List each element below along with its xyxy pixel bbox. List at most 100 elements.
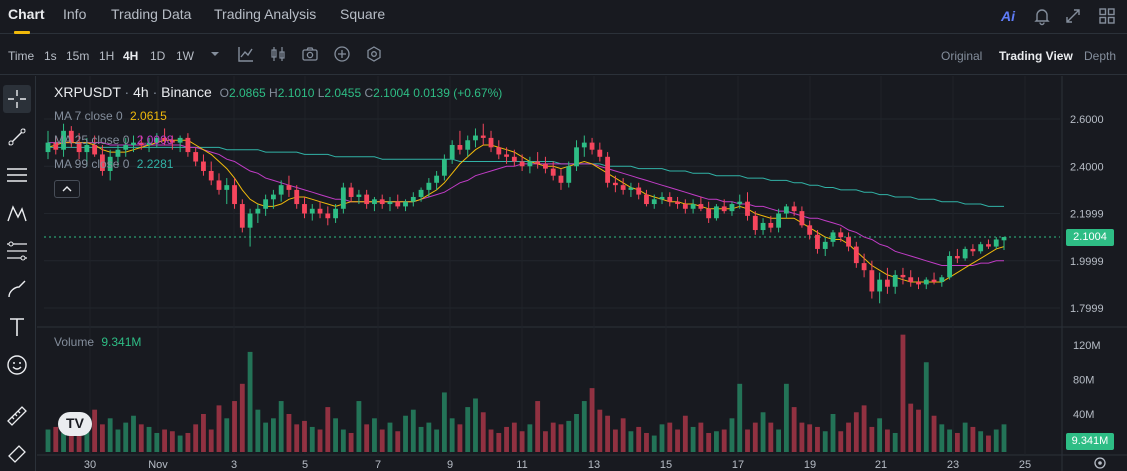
candle-body bbox=[76, 142, 82, 153]
high-label: H bbox=[269, 86, 278, 100]
volume-bar bbox=[263, 422, 269, 452]
collapse-legend-button[interactable] bbox=[54, 180, 80, 198]
brush-icon bbox=[8, 280, 26, 298]
candle-body bbox=[682, 204, 688, 209]
emoji-tool[interactable] bbox=[3, 351, 31, 379]
trend-line-icon bbox=[8, 128, 26, 146]
price-chart[interactable]: 2.6000 2.4000 2.1999 1.9999 1.7999 120M 80M 40M… bbox=[37, 76, 1127, 471]
candle-body bbox=[597, 149, 603, 157]
candle-body bbox=[737, 201, 743, 205]
candle-body bbox=[239, 204, 245, 228]
volume-bar bbox=[682, 415, 688, 452]
text-tool[interactable] bbox=[3, 313, 31, 341]
candle-body bbox=[527, 161, 533, 167]
volume-label: Volume bbox=[54, 335, 95, 349]
candle-body bbox=[488, 137, 494, 148]
tab-info[interactable]: Info bbox=[63, 6, 87, 22]
settings-icon[interactable] bbox=[365, 45, 383, 63]
volume-bar bbox=[457, 424, 463, 452]
candle-body bbox=[418, 189, 424, 197]
tab-chart[interactable]: Chart bbox=[8, 6, 45, 22]
tab-trading-data[interactable]: Trading Data bbox=[111, 6, 192, 22]
view-depth[interactable]: Depth bbox=[1084, 49, 1117, 63]
volume-bar bbox=[84, 431, 90, 452]
candle-body bbox=[900, 274, 906, 278]
candle-body bbox=[107, 156, 113, 171]
ma25-legend: MA 25 close 0 2.0008 bbox=[54, 133, 173, 147]
camera-icon[interactable] bbox=[301, 45, 319, 63]
fib-tool[interactable] bbox=[3, 237, 31, 265]
volume-bar bbox=[589, 388, 595, 452]
volume-bar bbox=[302, 420, 307, 452]
ma99-value: 2.2281 bbox=[136, 157, 174, 171]
volume-bar bbox=[146, 426, 152, 452]
close-value: 2.1004 bbox=[373, 86, 410, 100]
candle-body bbox=[232, 185, 237, 205]
candle-body bbox=[923, 279, 929, 285]
measure-tool[interactable] bbox=[3, 440, 31, 468]
volume-bar bbox=[473, 398, 478, 452]
candle-body bbox=[325, 213, 331, 219]
expand-icon[interactable] bbox=[1063, 6, 1083, 26]
change-value: 0.0139 (+0.67%) bbox=[413, 86, 503, 100]
horizontal-lines-tool[interactable] bbox=[3, 161, 31, 189]
candle-body bbox=[947, 256, 953, 278]
bell-icon[interactable] bbox=[1032, 6, 1052, 26]
tab-trading-analysis[interactable]: Trading Analysis bbox=[214, 6, 317, 22]
candle-body bbox=[247, 213, 253, 228]
brush-tool[interactable] bbox=[3, 275, 31, 303]
candle-body bbox=[581, 142, 587, 148]
magnet-icon bbox=[8, 445, 26, 463]
drawing-toolbar bbox=[0, 76, 36, 471]
volume-bar bbox=[543, 431, 548, 452]
ma25-value: 2.0008 bbox=[136, 133, 174, 147]
ai-button[interactable]: Ai bbox=[1001, 8, 1015, 24]
candle-body bbox=[441, 159, 447, 176]
pattern-tool[interactable] bbox=[3, 199, 31, 227]
tradingview-logo: TV bbox=[58, 412, 92, 436]
ohlc-legend: XRPUSDT · 4h · Binance O2.0865 H2.1010 L… bbox=[54, 84, 503, 100]
crosshair-tool[interactable] bbox=[3, 85, 31, 113]
interval-15m[interactable]: 15m bbox=[66, 49, 90, 63]
volume-bar bbox=[496, 432, 502, 452]
interval-1d[interactable]: 1D bbox=[150, 49, 166, 63]
line-chart-icon[interactable] bbox=[237, 45, 255, 63]
volume-bar bbox=[550, 422, 556, 452]
interval-4h[interactable]: 4H bbox=[123, 49, 139, 63]
ruler-tool[interactable] bbox=[3, 402, 31, 430]
volume-bar bbox=[364, 424, 370, 452]
interval-1h[interactable]: 1H bbox=[99, 49, 115, 63]
volume-bar bbox=[123, 422, 129, 452]
volume-bar bbox=[815, 426, 820, 452]
volume-bar bbox=[68, 434, 74, 452]
volume-bar bbox=[838, 431, 844, 452]
price-tick-label: 1.7999 bbox=[1070, 303, 1104, 315]
tab-square[interactable]: Square bbox=[340, 6, 386, 22]
time-tick-label: 13 bbox=[588, 459, 600, 471]
chevron-down-icon[interactable] bbox=[206, 45, 224, 63]
volume-bar bbox=[247, 351, 253, 452]
candle-body bbox=[698, 204, 704, 209]
interval-label: 4h bbox=[133, 84, 149, 100]
candlestick-icon[interactable] bbox=[269, 45, 287, 63]
grid-layout-icon[interactable] bbox=[1097, 6, 1117, 26]
candle-body bbox=[286, 185, 292, 190]
candle-body bbox=[760, 222, 766, 231]
candle-body bbox=[123, 144, 129, 150]
chart-settings-icon[interactable] bbox=[1094, 457, 1106, 469]
volume-bar bbox=[92, 409, 98, 452]
volume-bar bbox=[504, 426, 509, 452]
candle-body bbox=[768, 222, 774, 228]
volume-bar bbox=[535, 401, 541, 452]
interval-1w[interactable]: 1W bbox=[176, 49, 194, 63]
price-tick-label: 2.4000 bbox=[1070, 161, 1104, 173]
trend-line-tool[interactable] bbox=[3, 123, 31, 151]
candle-body bbox=[473, 135, 478, 141]
interval-1s[interactable]: 1s bbox=[44, 49, 57, 63]
view-original[interactable]: Original bbox=[941, 49, 983, 63]
candle-body bbox=[543, 163, 548, 169]
volume-bar bbox=[908, 403, 914, 452]
current-volume-badge: 9.341M bbox=[1066, 433, 1114, 450]
add-indicator-icon[interactable] bbox=[333, 45, 351, 63]
view-trading-view[interactable]: Trading View bbox=[999, 49, 1073, 63]
